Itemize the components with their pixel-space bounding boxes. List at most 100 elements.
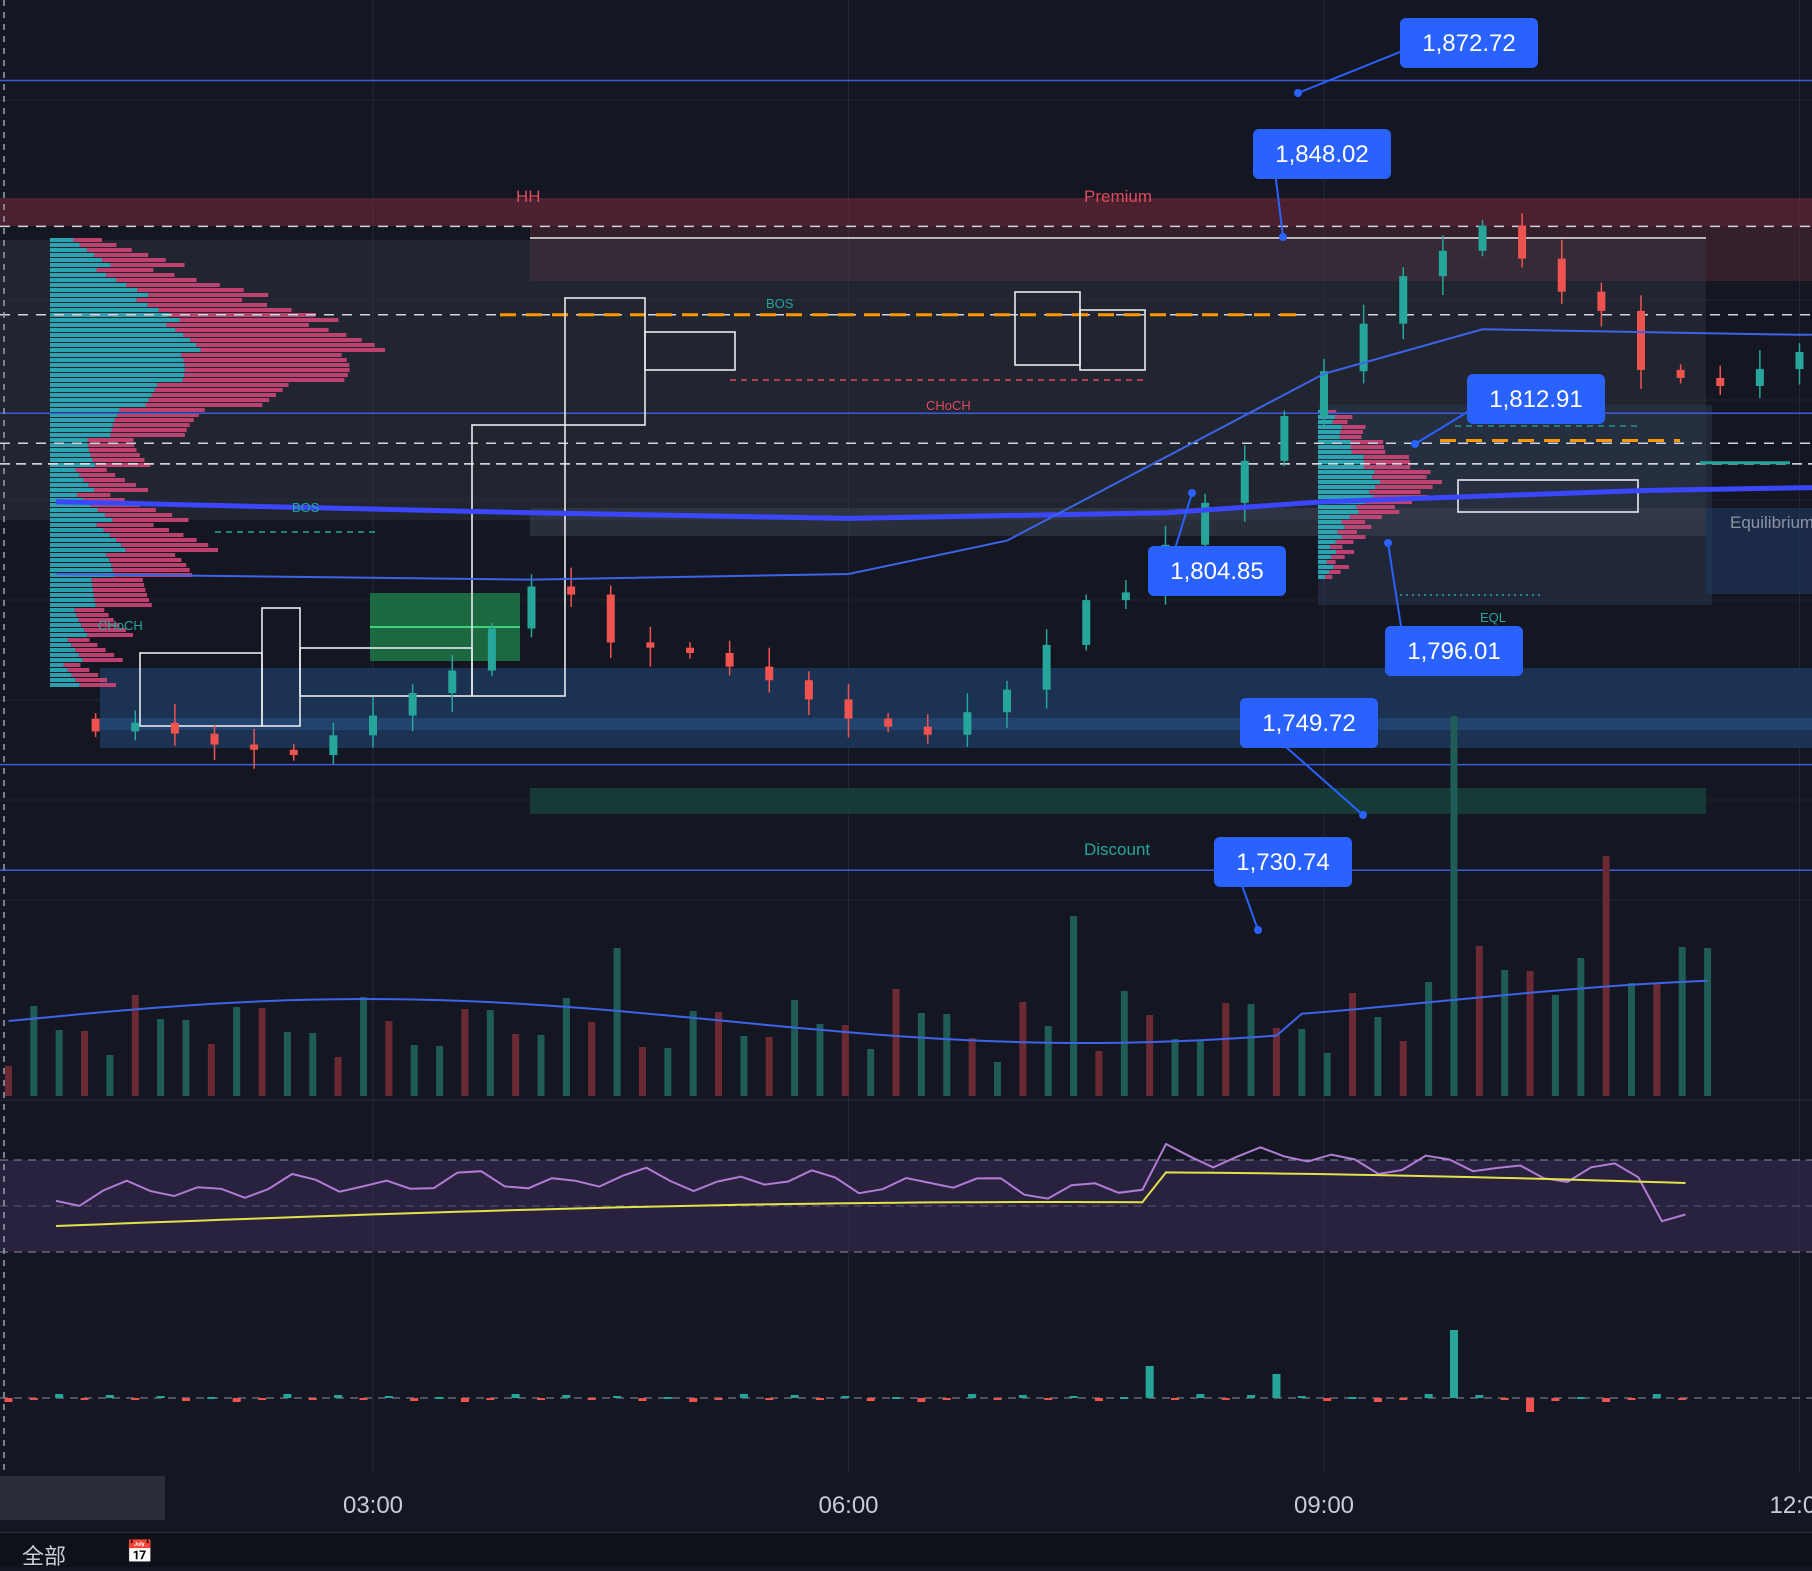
volume-bar-32 xyxy=(816,1024,824,1096)
candle-body-7 xyxy=(369,715,377,736)
volume-bar-21 xyxy=(537,1035,545,1096)
volume-bar-65 xyxy=(1653,984,1661,1096)
profile-down-38 xyxy=(111,428,187,432)
candle-body-19 xyxy=(844,699,853,719)
profile-up-13 xyxy=(50,303,148,307)
volume-bar-26 xyxy=(664,1048,672,1096)
profile2-down-3 xyxy=(1341,425,1366,429)
range-all-button[interactable]: 全部 xyxy=(22,1544,67,1569)
price-callout-text-0: 1,872.72 xyxy=(1422,30,1515,57)
profile-down-63 xyxy=(106,553,176,557)
profile-up-38 xyxy=(50,428,112,432)
profile-down-20 xyxy=(190,338,362,342)
candlestick-series xyxy=(91,213,1804,769)
profile-down-44 xyxy=(92,458,145,462)
profile2-down-13 xyxy=(1372,475,1427,479)
volume-profile xyxy=(50,238,1442,687)
price-callout-6: 1,730.74 xyxy=(1214,837,1352,934)
candle-body-0 xyxy=(91,718,100,732)
profile2-down-4 xyxy=(1340,430,1363,434)
histogram-bar-16 xyxy=(410,1398,419,1401)
volume-bar-16 xyxy=(410,1045,418,1096)
profile2-down-22 xyxy=(1341,520,1366,524)
profile2-up-14 xyxy=(1318,480,1380,484)
histogram-bar-33 xyxy=(841,1396,850,1398)
profile-up-32 xyxy=(50,398,149,402)
histogram-bar-24 xyxy=(613,1396,622,1398)
histogram-bar-9 xyxy=(232,1398,241,1402)
candle-body-4 xyxy=(250,744,259,750)
price-callout-4: 1,796.01 xyxy=(1384,539,1523,676)
profile-up-37 xyxy=(50,423,113,427)
profile-down-2 xyxy=(86,248,132,252)
profile-down-62 xyxy=(125,548,219,552)
candle-body-41 xyxy=(1716,377,1725,386)
price-callout-text-3: 1,804.85 xyxy=(1170,558,1263,585)
structure-box-3 xyxy=(471,424,566,697)
profile-down-73 xyxy=(95,603,152,607)
histogram-bar-39 xyxy=(993,1398,1002,1400)
profile-up-55 xyxy=(50,513,105,517)
profile2-down-25 xyxy=(1341,535,1366,539)
volume-bar-30 xyxy=(765,1037,773,1096)
profile-up-1 xyxy=(50,243,80,247)
candle-body-33 xyxy=(1399,276,1408,324)
histogram-bar-17 xyxy=(435,1397,444,1399)
candle-body-40 xyxy=(1676,369,1685,378)
profile-up-12 xyxy=(50,298,137,302)
candle-body-12 xyxy=(567,586,576,595)
volume-bar-27 xyxy=(689,1011,697,1096)
volume-bar-39 xyxy=(993,1062,1001,1096)
profile-down-4 xyxy=(102,258,166,262)
premium-zone xyxy=(0,198,1812,226)
profile2-up-4 xyxy=(1318,430,1341,434)
histogram-bar-11 xyxy=(283,1394,292,1398)
profile-down-16 xyxy=(179,318,339,322)
histogram-bar-37 xyxy=(942,1398,951,1400)
profile-up-7 xyxy=(50,273,107,277)
candle-body-8 xyxy=(408,693,417,716)
profile2-up-12 xyxy=(1318,470,1375,474)
profile2-up-26 xyxy=(1318,540,1336,544)
profile-up-3 xyxy=(50,253,95,257)
profile-down-82 xyxy=(75,648,106,652)
histogram-bar-20 xyxy=(511,1394,520,1398)
candle-body-3 xyxy=(210,733,219,745)
price-callout-1: 1,848.02 xyxy=(1253,129,1391,241)
profile-up-79 xyxy=(50,633,88,637)
time-axis-labels: 05-0623:0003:0006:0009:0012:0015:0018:00… xyxy=(343,1492,1812,1519)
profile-up-80 xyxy=(50,638,68,642)
profile2-up-11 xyxy=(1318,465,1365,469)
profile-down-86 xyxy=(67,668,90,672)
candle-body-37 xyxy=(1557,258,1566,292)
profile-down-42 xyxy=(88,448,137,452)
profile-down-89 xyxy=(79,683,117,687)
price-callouts: 1,872.72 1,848.02 1,812.91 1,804.85 1,796.01… xyxy=(1148,18,1605,934)
profile2-down-9 xyxy=(1363,455,1409,459)
histogram-bar-59 xyxy=(1500,1398,1509,1400)
histogram-bar-40 xyxy=(1018,1395,1027,1398)
profile-down-78 xyxy=(84,628,126,632)
profile2-up-6 xyxy=(1318,440,1351,444)
histogram-bar-26 xyxy=(663,1397,672,1399)
histogram-bar-27 xyxy=(689,1398,698,1402)
profile2-down-11 xyxy=(1364,465,1411,469)
histogram-bar-15 xyxy=(384,1396,393,1398)
price-callout-anchor-2 xyxy=(1411,440,1419,448)
histogram-bar-31 xyxy=(790,1395,799,1398)
profile-down-50 xyxy=(94,488,149,492)
volume-bar-24 xyxy=(613,948,621,1096)
price-callout-box-6 xyxy=(1214,837,1352,887)
price-callout-box-2 xyxy=(1467,374,1605,424)
profile-down-29 xyxy=(157,383,289,387)
profile2-down-2 xyxy=(1332,420,1348,424)
histogram-bar-61 xyxy=(1551,1398,1560,1401)
profile-up-31 xyxy=(50,393,152,397)
volume-bar-22 xyxy=(562,998,570,1096)
histogram-bar-62 xyxy=(1576,1397,1585,1399)
calendar-icon[interactable]: 📅 xyxy=(126,1539,154,1564)
profile2-up-27 xyxy=(1318,545,1331,549)
time-label-2: 03:00 xyxy=(343,1492,403,1519)
profile-down-46 xyxy=(75,468,107,472)
